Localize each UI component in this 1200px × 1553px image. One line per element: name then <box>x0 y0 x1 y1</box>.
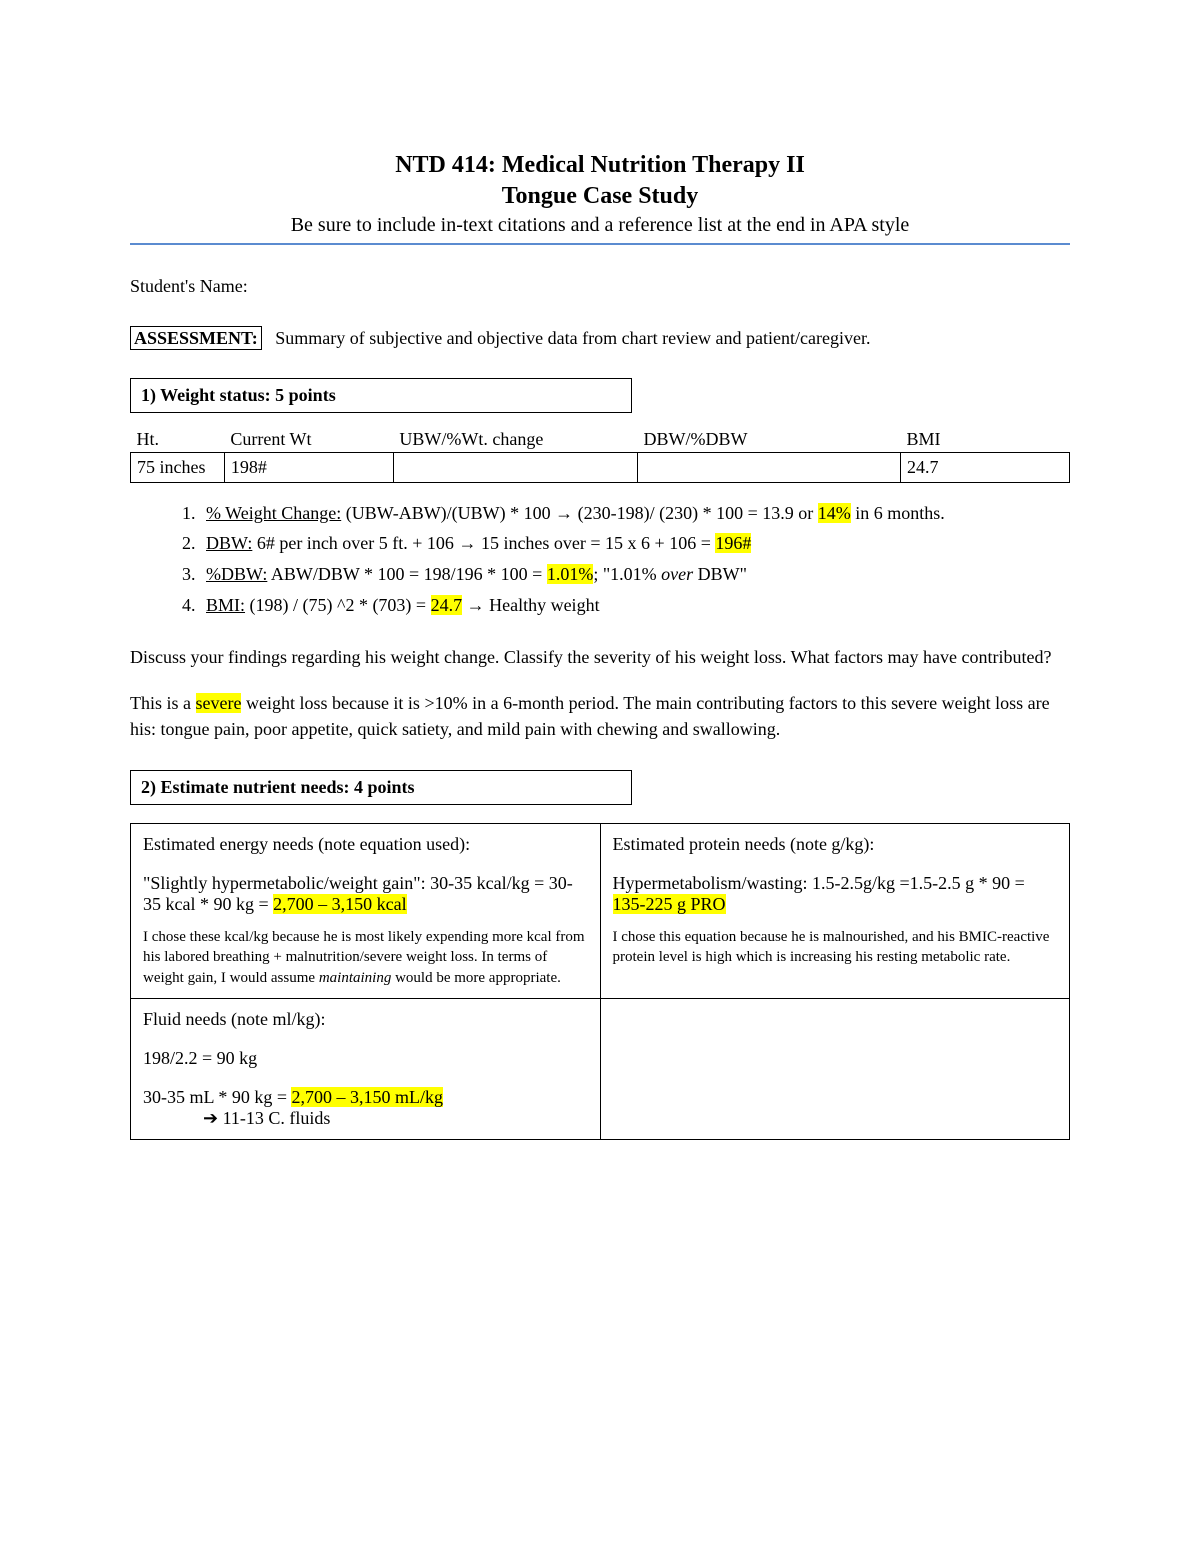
col-bmi: BMI <box>900 427 1069 453</box>
student-name-label: Student's Name: <box>130 276 248 296</box>
calc4-a: (198) / (75) ^2 * (703) = <box>245 595 431 615</box>
cell-protein: Estimated protein needs (note g/kg): Hyp… <box>600 824 1070 999</box>
calc1-hl: 14% <box>818 503 851 523</box>
energy-note: I chose these kcal/kg because he is most… <box>143 927 588 988</box>
title-block: NTD 414: Medical Nutrition Therapy II To… <box>130 150 1070 237</box>
col-ubw: UBW/%Wt. change <box>393 427 637 453</box>
calc4-hl: 24.7 <box>431 595 463 615</box>
energy-title: Estimated energy needs (note equation us… <box>143 834 588 855</box>
cell-empty <box>600 998 1070 1139</box>
calc3-tail-a: ; "1.01% <box>593 564 661 584</box>
protein-hl: 135-225 g PRO <box>613 894 726 914</box>
fluid-title: Fluid needs (note ml/kg): <box>143 1009 588 1030</box>
title-instruction: Be sure to include in-text citations and… <box>130 214 1070 237</box>
table-row: Estimated energy needs (note equation us… <box>131 824 1070 999</box>
calc4-label: BMI: <box>206 595 245 615</box>
calc1-label: % Weight Change: <box>206 503 341 523</box>
calc3-hl: 1.01% <box>547 564 594 584</box>
cell-dbw <box>638 452 901 482</box>
section1-heading: 1) Weight status: 5 points <box>130 378 632 413</box>
calc1-tail: in 6 months. <box>851 503 945 523</box>
assessment-label: ASSESSMENT: <box>130 326 262 350</box>
calc3-over: over <box>661 564 693 584</box>
fluid-line3-text: 11-13 C. fluids <box>218 1108 330 1128</box>
assessment-desc: Summary of subjective and objective data… <box>275 328 870 348</box>
discussion-question: Discuss your findings regarding his weig… <box>130 644 1070 670</box>
calc2-a: 6# per inch over 5 ft. + 106 <box>252 533 458 553</box>
energy-hl: 2,700 – 3,150 kcal <box>273 894 406 914</box>
calc3-label: %DBW: <box>206 564 267 584</box>
calc3-a: ABW/DBW * 100 = 198/196 * 100 = <box>267 564 546 584</box>
calc2-b: 15 inches over = 15 x 6 + 106 = <box>476 533 715 553</box>
cell-ubw <box>393 452 637 482</box>
calc1-a: (UBW-ABW)/(UBW) * 100 <box>341 503 555 523</box>
fluid-line2a: 30-35 mL * 90 kg = <box>143 1087 291 1107</box>
section2-heading: 2) Estimate nutrient needs: 4 points <box>130 770 632 805</box>
calc-item-2: DBW: 6# per inch over 5 ft. + 106 → 15 i… <box>200 529 1070 558</box>
arrow-icon: → <box>555 503 573 523</box>
fluid-line1: 198/2.2 = 90 kg <box>143 1048 588 1069</box>
assessment-text <box>266 328 275 348</box>
cell-bmi: 24.7 <box>900 452 1069 482</box>
calc4-tail: Healthy weight <box>485 595 600 615</box>
calc-list: % Weight Change: (UBW-ABW)/(UBW) * 100 →… <box>130 499 1070 620</box>
disc-a-post: weight loss because it is >10% in a 6-mo… <box>130 693 1050 739</box>
arrow-icon: ➔ <box>203 1108 218 1128</box>
title-sub: Tongue Case Study <box>130 181 1070 212</box>
assessment-line: ASSESSMENT: Summary of subjective and ob… <box>130 325 1070 351</box>
document-page: NTD 414: Medical Nutrition Therapy II To… <box>0 0 1200 1553</box>
protein-title: Estimated protein needs (note g/kg): <box>613 834 1058 855</box>
table-row: Fluid needs (note ml/kg): 198/2.2 = 90 k… <box>131 998 1070 1139</box>
arrow-icon: → <box>467 595 485 615</box>
fluid-hl: 2,700 – 3,150 mL/kg <box>291 1087 443 1107</box>
discussion-answer: This is a severe weight loss because it … <box>130 690 1070 742</box>
weight-status-table: Ht. Current Wt UBW/%Wt. change DBW/%DBW … <box>130 427 1070 483</box>
table-row: 75 inches 198# 24.7 <box>131 452 1070 482</box>
col-ht: Ht. <box>131 427 225 453</box>
fluid-line2: 30-35 mL * 90 kg = 2,700 – 3,150 mL/kg <box>143 1087 588 1108</box>
disc-a-pre: This is a <box>130 693 196 713</box>
calc1-b: (230-198)/ (230) * 100 = 13.9 or <box>573 503 818 523</box>
calc2-hl: 196# <box>715 533 751 553</box>
arrow-icon: → <box>458 533 476 553</box>
calc-item-1: % Weight Change: (UBW-ABW)/(UBW) * 100 →… <box>200 499 1070 528</box>
protein-note: I chose this equation because he is maln… <box>613 927 1058 968</box>
protein-line: Hypermetabolism/wasting: 1.5-2.5g/kg =1.… <box>613 873 1058 915</box>
title-main: NTD 414: Medical Nutrition Therapy II <box>130 150 1070 181</box>
col-dbw: DBW/%DBW <box>638 427 901 453</box>
student-name-line: Student's Name: <box>130 273 1070 299</box>
cell-energy: Estimated energy needs (note equation us… <box>131 824 601 999</box>
cell-ht: 75 inches <box>131 452 225 482</box>
cell-currentwt: 198# <box>224 452 393 482</box>
calc-item-3: %DBW: ABW/DBW * 100 = 198/196 * 100 = 1.… <box>200 560 1070 589</box>
energy-note-it: maintaining <box>319 970 392 986</box>
calc2-label: DBW: <box>206 533 252 553</box>
cell-fluid: Fluid needs (note ml/kg): 198/2.2 = 90 k… <box>131 998 601 1139</box>
nutrient-needs-table: Estimated energy needs (note equation us… <box>130 823 1070 1140</box>
energy-note-b: would be more appropriate. <box>391 970 561 986</box>
fluid-line3: ➔ 11-13 C. fluids <box>143 1108 588 1129</box>
calc3-tail-b: DBW" <box>693 564 747 584</box>
header-divider <box>130 243 1070 245</box>
energy-line: "Slightly hypermetabolic/weight gain": 3… <box>143 873 588 915</box>
disc-a-hl: severe <box>196 693 242 713</box>
table-header-row: Ht. Current Wt UBW/%Wt. change DBW/%DBW … <box>131 427 1070 453</box>
calc-item-4: BMI: (198) / (75) ^2 * (703) = 24.7 → He… <box>200 591 1070 620</box>
protein-line1: Hypermetabolism/wasting: 1.5-2.5g/kg =1.… <box>613 873 1025 893</box>
col-currentwt: Current Wt <box>224 427 393 453</box>
